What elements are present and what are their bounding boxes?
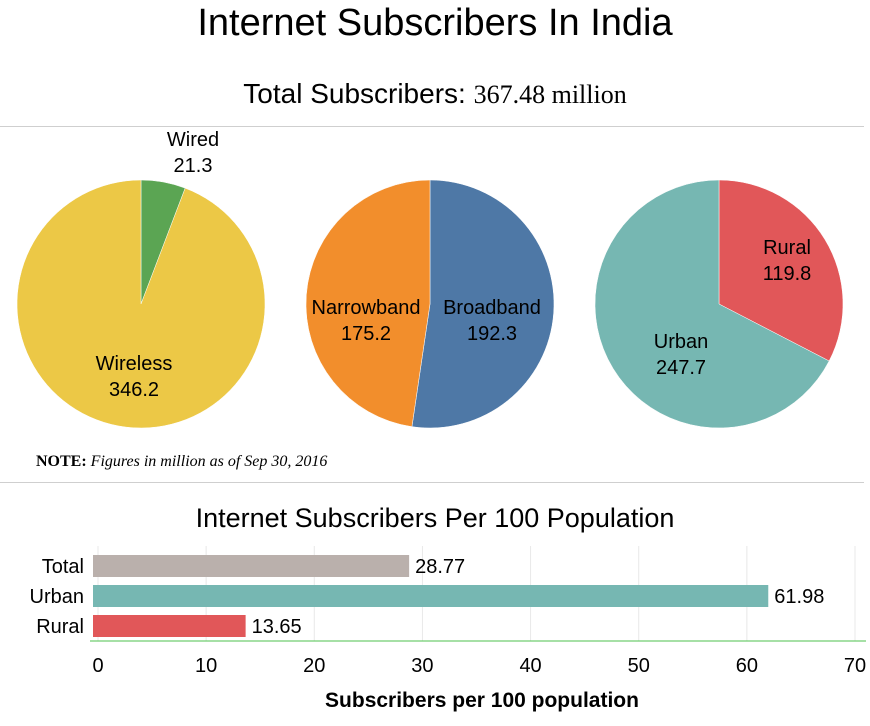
x-tick-20: 20 <box>303 655 325 677</box>
bar-category-total: Total <box>42 556 84 578</box>
pie-slice-wireless <box>16 179 266 429</box>
bar-value-urban: 61.98 <box>774 586 824 608</box>
chart-title: Internet Subscribers In India <box>197 2 673 44</box>
x-tick-30: 30 <box>411 655 433 677</box>
x-tick-50: 50 <box>628 655 650 677</box>
total-subscribers: Total Subscribers: 367.48 million <box>0 78 870 110</box>
note-label: NOTE: <box>36 453 87 470</box>
pie-slice-rural <box>718 179 844 362</box>
pie-value-wired: 21.3 <box>174 155 213 177</box>
pie-value-broadband: 192.3 <box>467 323 517 345</box>
pie-label-narrowband: Narrowband <box>312 297 421 319</box>
bar-category-rural: Rural <box>36 616 84 638</box>
pie-slice-urban <box>594 179 830 429</box>
bar-total <box>93 555 410 577</box>
note-text: Figures in million as of Sep 30, 2016 <box>90 453 328 470</box>
pie-charts: Wired 21.3 Wireless 346.2 Broadband 192.3 Narr… <box>16 129 844 429</box>
x-tick-60: 60 <box>736 655 758 677</box>
pie-label-rural: Rural <box>763 237 811 259</box>
pie-label-wired: Wired <box>167 129 219 151</box>
pie-value-narrowband: 175.2 <box>341 323 391 345</box>
divider-middle <box>0 482 864 483</box>
pie-value-wireless: 346.2 <box>109 379 159 401</box>
x-tick-0: 0 <box>92 655 103 677</box>
bar-category-urban: Urban <box>30 586 84 608</box>
divider-top <box>0 126 864 127</box>
pie-slice-broadband <box>411 179 555 429</box>
x-axis-title: Subscribers per 100 population <box>325 689 639 712</box>
pie-slice-narrowband <box>305 179 431 427</box>
bar-value-rural: 13.65 <box>252 616 302 638</box>
bar-chart-title: Internet Subscribers Per 100 Population <box>195 503 675 533</box>
pie-value-rural: 119.8 <box>763 263 812 285</box>
total-label: Total Subscribers: <box>243 78 466 109</box>
pie-value-urban: 247.7 <box>656 357 706 379</box>
note: NOTE: Figures in million as of Sep 30, 2… <box>36 453 327 471</box>
x-tick-10: 10 <box>195 655 217 677</box>
bar-value-total: 28.77 <box>415 556 465 578</box>
x-tick-40: 40 <box>519 655 541 677</box>
pie-label-urban: Urban <box>654 331 708 353</box>
total-value: 367.48 million <box>473 80 627 109</box>
bar-rural <box>93 615 246 637</box>
pie-label-wireless: Wireless <box>96 353 173 375</box>
bar-urban <box>93 585 769 607</box>
x-tick-70: 70 <box>844 655 866 677</box>
pie-label-broadband: Broadband <box>443 297 541 319</box>
